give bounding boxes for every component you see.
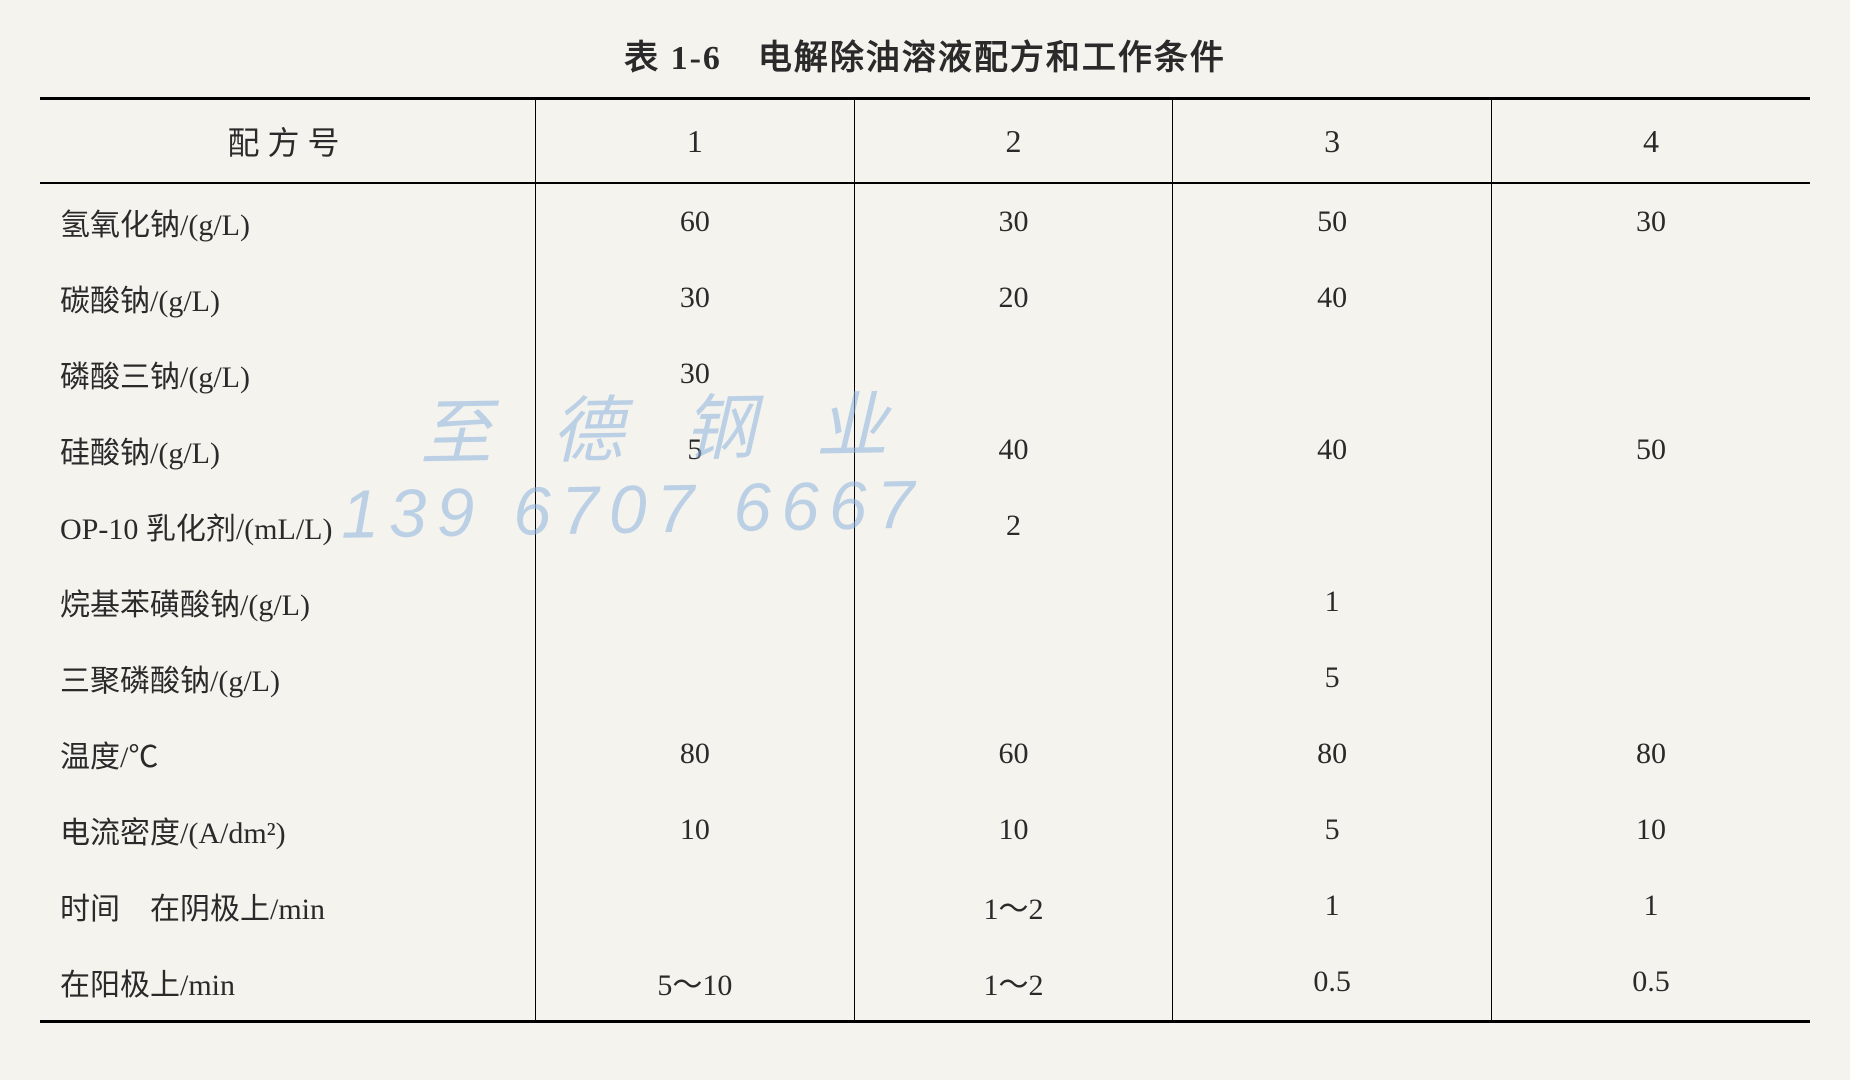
header-col-4: 4 bbox=[1491, 99, 1810, 184]
cell: 60 bbox=[536, 183, 855, 260]
row-label: 氢氧化钠/(g/L) bbox=[40, 183, 536, 260]
row-label: 三聚磷酸钠/(g/L) bbox=[40, 640, 536, 716]
row-label: 磷酸三钠/(g/L) bbox=[40, 336, 536, 412]
cell: 40 bbox=[1173, 412, 1492, 488]
cell bbox=[1491, 336, 1810, 412]
row-label: OP-10 乳化剂/(mL/L) bbox=[40, 488, 536, 564]
cell: 5～10 bbox=[536, 944, 855, 1022]
row-label: 时间 在阴极上/min bbox=[40, 868, 536, 944]
row-label: 温度/℃ bbox=[40, 716, 536, 792]
header-label: 配方号 bbox=[40, 99, 536, 184]
cell: 50 bbox=[1491, 412, 1810, 488]
header-col-1: 1 bbox=[536, 99, 855, 184]
cell: 1 bbox=[1491, 868, 1810, 944]
cell: 5 bbox=[1173, 792, 1492, 868]
cell bbox=[1491, 564, 1810, 640]
data-table: 配方号 1 2 3 4 氢氧化钠/(g/L)60305030碳酸钠/(g/L)3… bbox=[40, 97, 1810, 1023]
cell bbox=[536, 488, 855, 564]
cell: 0.5 bbox=[1173, 944, 1492, 1022]
cell: 10 bbox=[536, 792, 855, 868]
cell: 1 bbox=[1173, 564, 1492, 640]
table-row: 氢氧化钠/(g/L)60305030 bbox=[40, 183, 1810, 260]
table-row: 在阳极上/min5～101～20.50.5 bbox=[40, 944, 1810, 1022]
header-col-3: 3 bbox=[1173, 99, 1492, 184]
row-label: 电流密度/(A/dm²) bbox=[40, 792, 536, 868]
cell: 30 bbox=[536, 336, 855, 412]
cell bbox=[1173, 336, 1492, 412]
row-label: 烷基苯磺酸钠/(g/L) bbox=[40, 564, 536, 640]
table-row: 时间 在阴极上/min1～211 bbox=[40, 868, 1810, 944]
header-col-2: 2 bbox=[854, 99, 1173, 184]
cell: 30 bbox=[1491, 183, 1810, 260]
cell: 80 bbox=[1173, 716, 1492, 792]
cell: 1 bbox=[1173, 868, 1492, 944]
cell: 10 bbox=[1491, 792, 1810, 868]
cell: 20 bbox=[854, 260, 1173, 336]
cell: 5 bbox=[536, 412, 855, 488]
cell bbox=[1491, 488, 1810, 564]
row-label: 硅酸钠/(g/L) bbox=[40, 412, 536, 488]
cell: 30 bbox=[854, 183, 1173, 260]
cell: 5 bbox=[1173, 640, 1492, 716]
cell bbox=[1491, 640, 1810, 716]
cell bbox=[1491, 260, 1810, 336]
cell: 80 bbox=[1491, 716, 1810, 792]
cell: 0.5 bbox=[1491, 944, 1810, 1022]
cell: 50 bbox=[1173, 183, 1492, 260]
cell: 80 bbox=[536, 716, 855, 792]
table-row: 三聚磷酸钠/(g/L) 5 bbox=[40, 640, 1810, 716]
cell bbox=[1173, 488, 1492, 564]
table-row: 电流密度/(A/dm²)1010510 bbox=[40, 792, 1810, 868]
cell: 60 bbox=[854, 716, 1173, 792]
cell bbox=[854, 336, 1173, 412]
table-header-row: 配方号 1 2 3 4 bbox=[40, 99, 1810, 184]
cell: 30 bbox=[536, 260, 855, 336]
cell: 2 bbox=[854, 488, 1173, 564]
cell bbox=[854, 640, 1173, 716]
table-title: 表 1-6 电解除油溶液配方和工作条件 bbox=[40, 30, 1810, 79]
table-body: 氢氧化钠/(g/L)60305030碳酸钠/(g/L)302040磷酸三钠/(g… bbox=[40, 183, 1810, 1022]
cell bbox=[536, 564, 855, 640]
table-row: 硅酸钠/(g/L)5404050 bbox=[40, 412, 1810, 488]
cell bbox=[536, 868, 855, 944]
cell bbox=[854, 564, 1173, 640]
cell: 1～2 bbox=[854, 944, 1173, 1022]
cell: 40 bbox=[854, 412, 1173, 488]
cell: 40 bbox=[1173, 260, 1492, 336]
table-row: OP-10 乳化剂/(mL/L) 2 bbox=[40, 488, 1810, 564]
cell: 10 bbox=[854, 792, 1173, 868]
table-row: 碳酸钠/(g/L)302040 bbox=[40, 260, 1810, 336]
row-label: 碳酸钠/(g/L) bbox=[40, 260, 536, 336]
table-row: 温度/℃80608080 bbox=[40, 716, 1810, 792]
table-row: 烷基苯磺酸钠/(g/L) 1 bbox=[40, 564, 1810, 640]
cell bbox=[536, 640, 855, 716]
row-label: 在阳极上/min bbox=[40, 944, 536, 1022]
cell: 1～2 bbox=[854, 868, 1173, 944]
table-row: 磷酸三钠/(g/L)30 bbox=[40, 336, 1810, 412]
